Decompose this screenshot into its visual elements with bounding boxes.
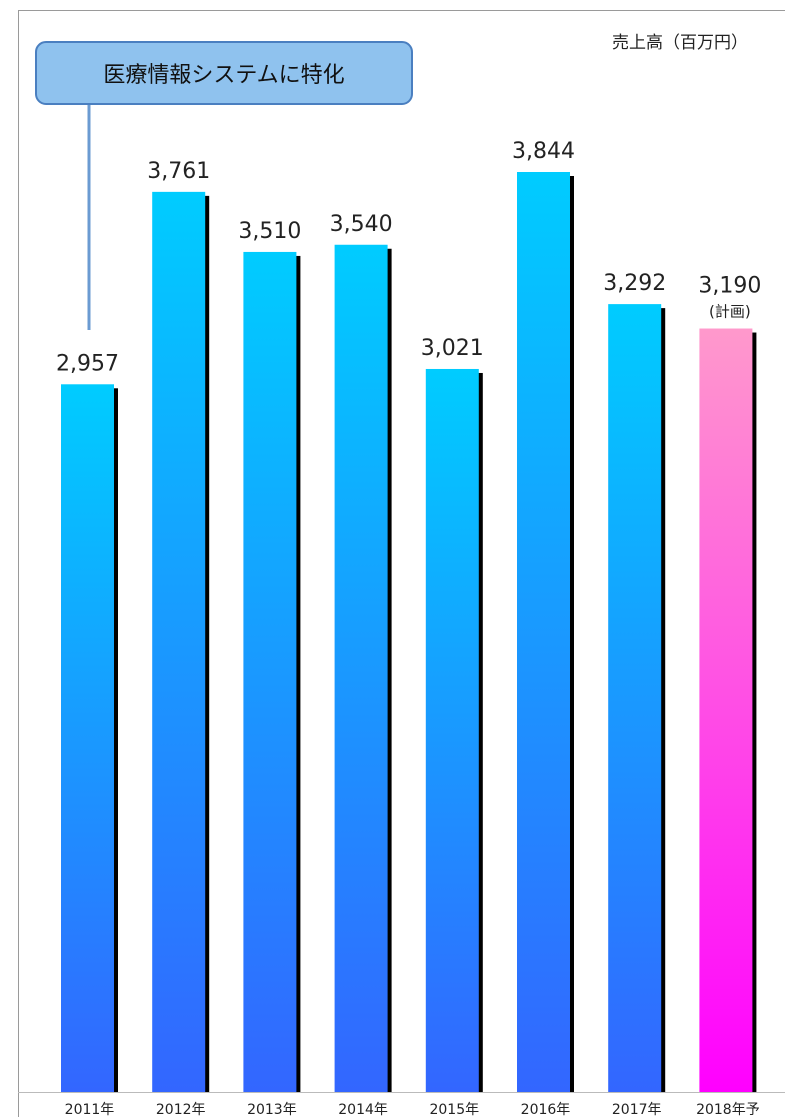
x-tick-label: 2011年 (65, 1102, 115, 1117)
unit-label: 売上高（百万円） (612, 33, 748, 53)
bar-forecast (699, 328, 753, 1093)
bar (425, 368, 479, 1092)
bar (517, 172, 570, 1092)
bar-value-label: 2,957 (56, 351, 119, 376)
bar (243, 251, 297, 1092)
x-tick-label: 2013年 (247, 1102, 297, 1117)
bar-value-label: 3,292 (603, 271, 666, 296)
x-tick-label: 2014年 (338, 1102, 388, 1117)
x-tick-label: 2018年予 (696, 1102, 760, 1117)
x-tick-label: 2015年 (429, 1102, 479, 1117)
chart-frame (18, 10, 785, 1117)
forecast-note: (計画) (709, 303, 751, 321)
bar-value-label: 3,190 (698, 274, 761, 299)
bar (608, 304, 662, 1092)
bar (334, 244, 388, 1092)
bar (152, 191, 206, 1092)
bar-value-label: 3,540 (330, 212, 393, 237)
x-tick-label: 2012年 (156, 1102, 206, 1117)
bar (61, 384, 114, 1092)
callout-box (35, 41, 413, 105)
bar-value-label: 3,021 (421, 336, 484, 361)
callout-text: 医療情報システムに特化 (103, 63, 344, 88)
bar-value-label: 3,844 (512, 139, 575, 164)
x-tick-label: 2016年 (521, 1102, 571, 1117)
bar-value-label: 3,510 (238, 219, 301, 244)
bar-value-label: 3,761 (147, 159, 210, 184)
x-tick-label: 2017年 (612, 1102, 662, 1117)
